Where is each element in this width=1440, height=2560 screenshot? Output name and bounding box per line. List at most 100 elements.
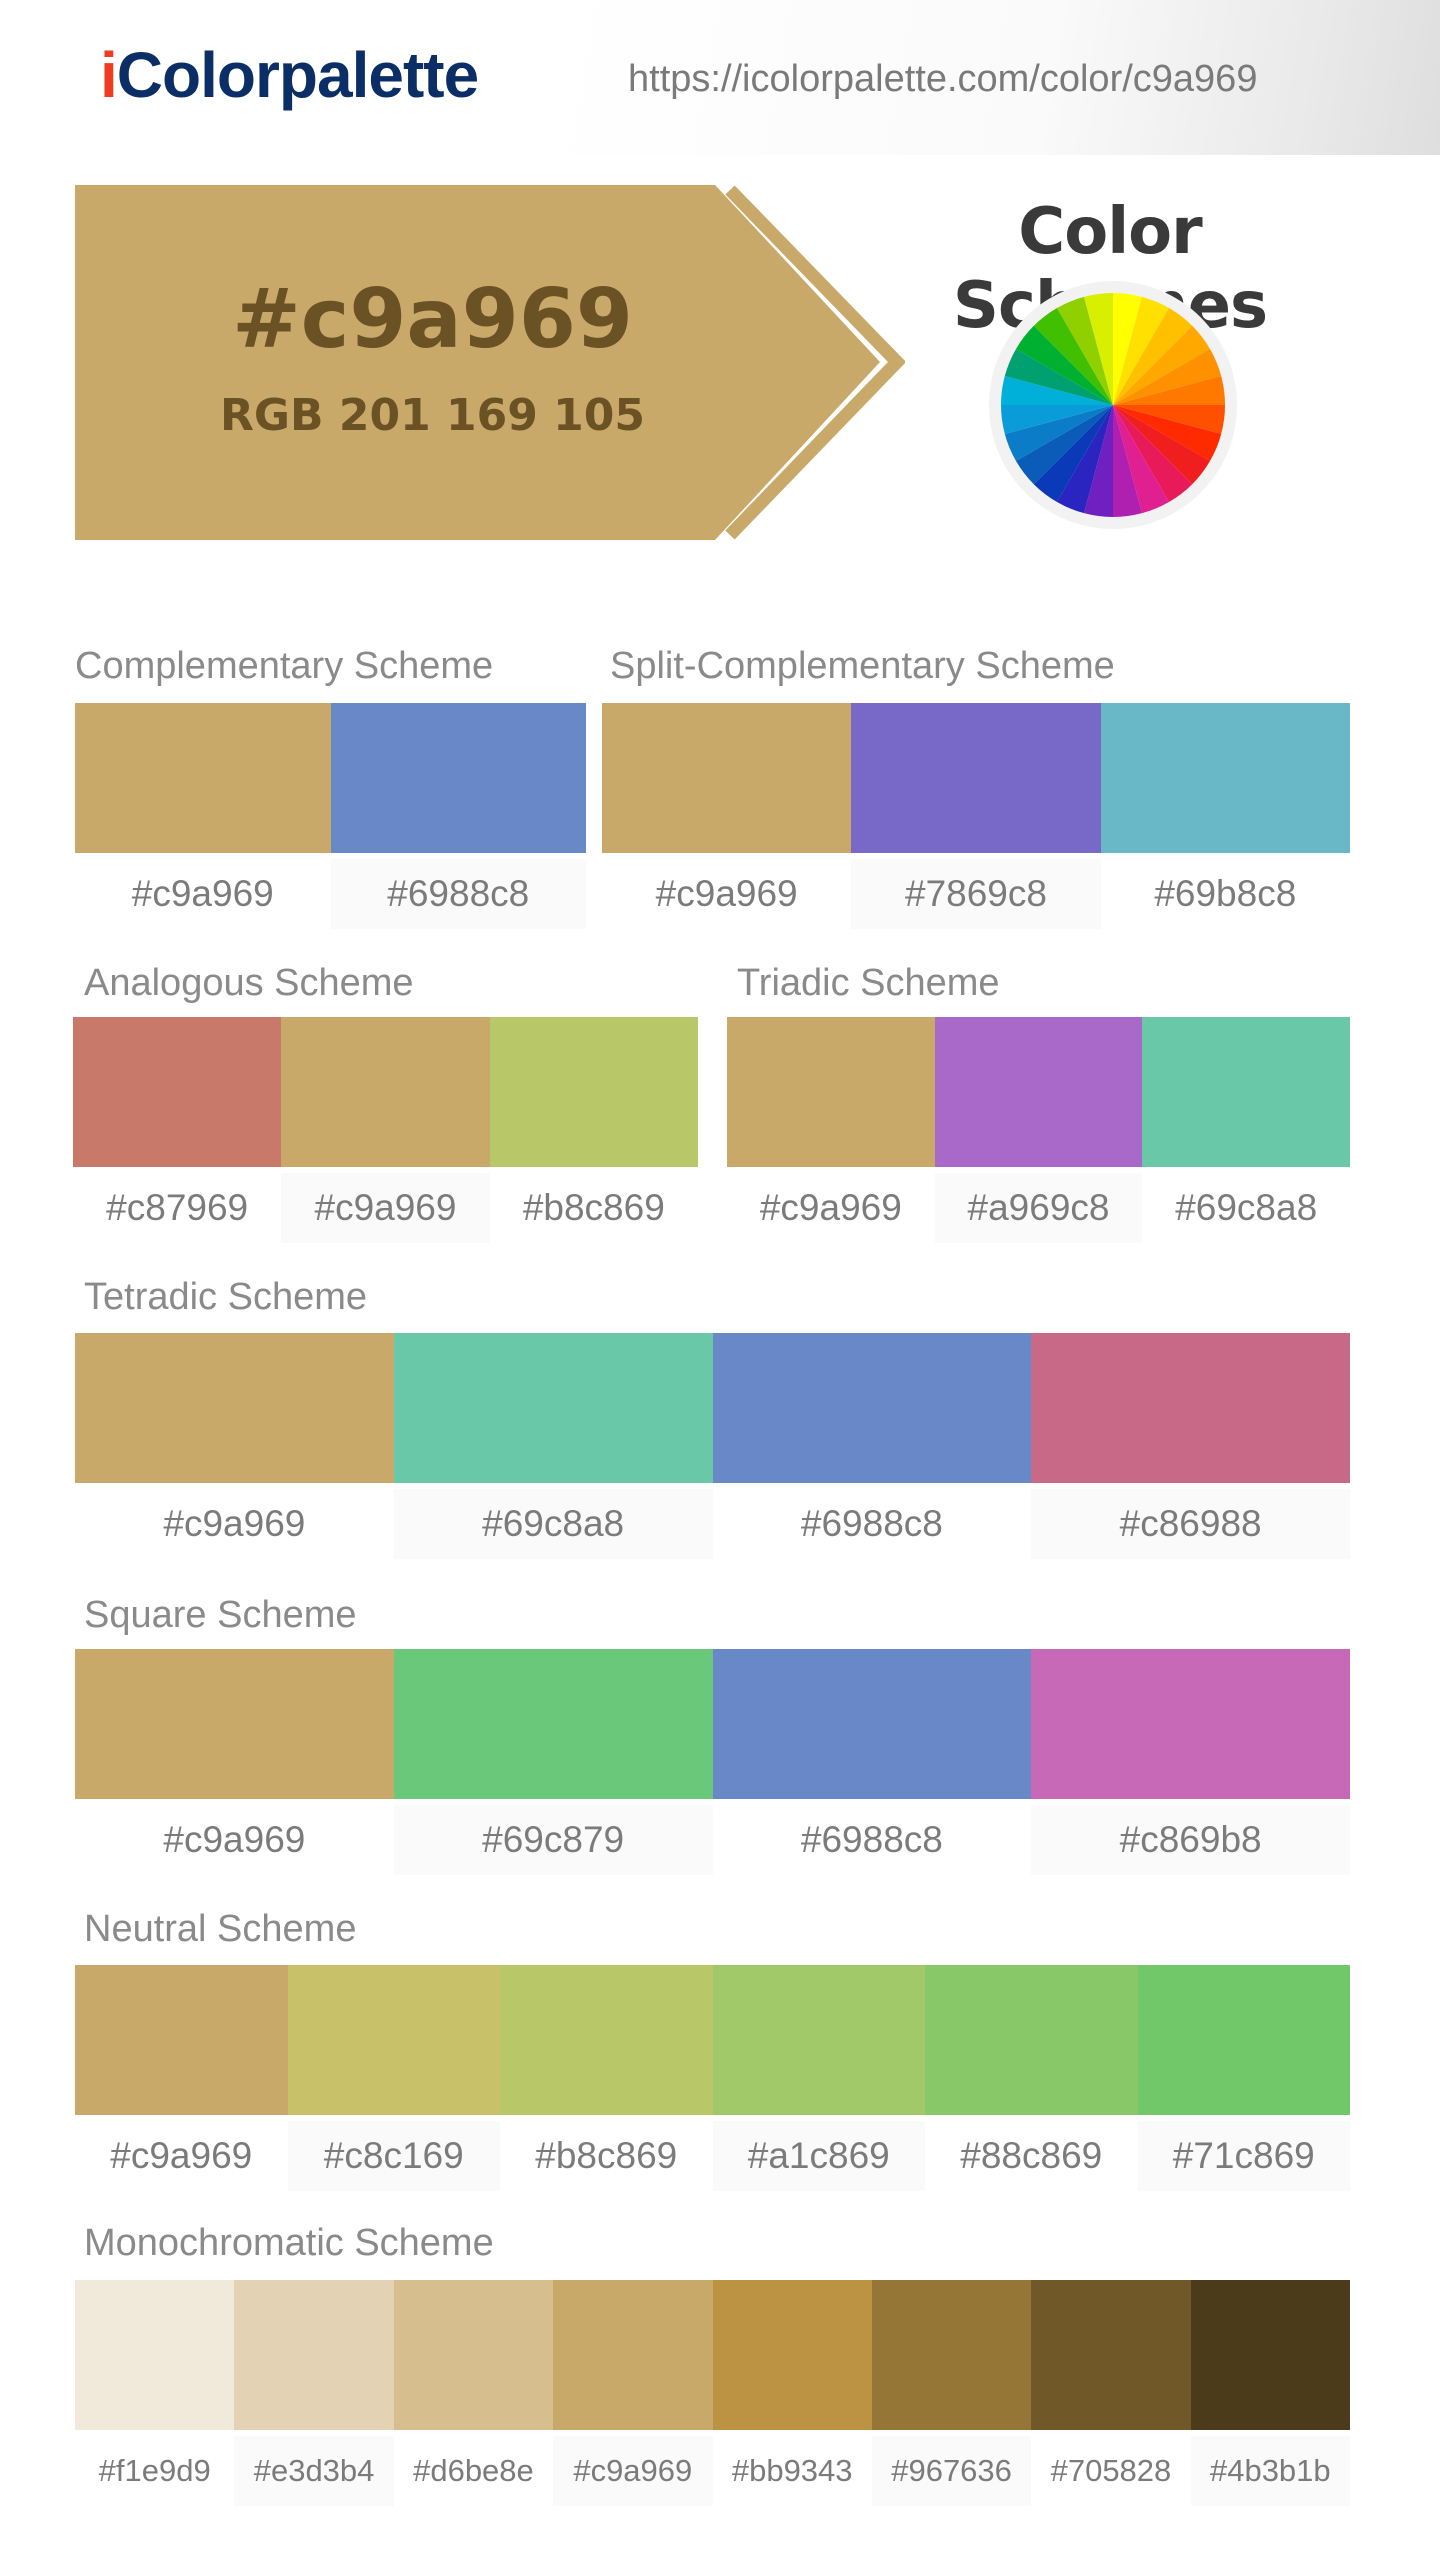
monochromatic-scheme-title: Monochromatic Scheme (84, 2222, 494, 2264)
color-swatch[interactable] (553, 2280, 713, 2430)
color-wheel-segment (1113, 405, 1210, 485)
split-complementary-scheme-labels: #c9a969 #7869c8 #69b8c8 (602, 859, 1350, 929)
color-hex-label[interactable]: #c8c169 (287, 2121, 500, 2191)
color-swatch[interactable] (75, 1649, 394, 1799)
color-wheel-segment (1113, 349, 1222, 405)
color-hex-label[interactable]: #71c869 (1137, 2121, 1350, 2191)
color-hex-label[interactable]: #c86988 (1031, 1489, 1350, 1559)
color-swatch[interactable] (602, 703, 852, 853)
page-url[interactable]: https://icolorpalette.com/color/c9a969 (628, 58, 1258, 100)
color-swatch[interactable] (75, 2280, 235, 2430)
color-hex-label[interactable]: #bb9343 (731, 2453, 853, 2488)
color-hex-label[interactable]: #b8c869 (522, 1187, 665, 1228)
color-hex-label[interactable]: #f1e9d9 (98, 2453, 211, 2488)
color-swatch[interactable] (925, 1965, 1138, 2115)
logo-letter-i: i (100, 39, 118, 111)
color-hex-label[interactable]: #c9a969 (131, 873, 274, 914)
color-swatch[interactable] (393, 1333, 713, 1483)
analogous-scheme-labels: #c87969 #c9a969 #b8c869 (73, 1173, 698, 1243)
color-swatch[interactable] (330, 703, 586, 853)
color-wheel-segment (1113, 405, 1222, 461)
split-complementary-scheme-swatches (602, 703, 1350, 853)
color-swatch[interactable] (393, 1649, 713, 1799)
color-swatch[interactable] (1031, 1649, 1350, 1799)
color-swatch[interactable] (1031, 2280, 1191, 2430)
color-hex-label[interactable]: #c87969 (106, 1187, 249, 1228)
color-swatch[interactable] (1031, 1333, 1350, 1483)
color-hex-label[interactable]: #a1c869 (712, 2121, 925, 2191)
color-hex-label[interactable]: #c9a969 (163, 1503, 306, 1544)
color-hex-label[interactable]: #c9a969 (110, 2135, 253, 2176)
chevron-outline (725, 185, 905, 540)
color-swatch[interactable] (489, 1017, 698, 1167)
main-color-hex: #c9a969 (232, 272, 633, 367)
color-wheel-segment (1033, 308, 1113, 405)
color-swatch[interactable] (712, 1965, 925, 2115)
color-hex-label[interactable]: #6988c8 (330, 859, 586, 929)
color-hex-label[interactable]: #b8c869 (535, 2135, 678, 2176)
color-swatch[interactable] (75, 703, 331, 853)
color-swatch[interactable] (1137, 1965, 1350, 2115)
color-hex-label[interactable]: #a969c8 (934, 1173, 1143, 1243)
color-swatch[interactable] (287, 1965, 500, 2115)
main-color-rgb: RGB 201 169 105 (219, 390, 646, 441)
color-hex-label[interactable]: #6988c8 (800, 1819, 943, 1860)
color-hex-label[interactable]: #c9a969 (163, 1819, 306, 1860)
split-complementary-scheme-title: Split-Complementary Scheme (610, 645, 1115, 687)
color-hex-label[interactable]: #69c8a8 (1175, 1187, 1318, 1228)
color-swatch[interactable] (712, 1333, 1032, 1483)
color-hex-label[interactable]: #c9a969 (759, 1187, 902, 1228)
color-swatch[interactable] (1100, 703, 1350, 853)
color-swatch[interactable] (851, 703, 1101, 853)
color-wheel-segment (1004, 405, 1113, 461)
main-color-block (75, 185, 880, 540)
color-hex-label[interactable]: #69b8c8 (1154, 873, 1297, 914)
color-swatch[interactable] (1142, 1017, 1351, 1167)
color-hex-label[interactable]: #69c879 (393, 1805, 713, 1875)
tetradic-scheme-swatches (75, 1333, 1350, 1483)
color-swatch[interactable] (934, 1017, 1143, 1167)
color-swatch[interactable] (871, 2280, 1032, 2430)
color-swatch[interactable] (281, 1017, 490, 1167)
color-wheel-segment (1113, 405, 1169, 514)
color-hex-label[interactable]: #c9a969 (553, 2436, 713, 2506)
color-hex-label[interactable]: #705828 (1050, 2453, 1172, 2488)
color-wheel-segment (1016, 325, 1113, 405)
color-hex-label[interactable]: #e3d3b4 (234, 2436, 394, 2506)
color-hex-label[interactable]: #4b3b1b (1190, 2436, 1350, 2506)
color-wheel-segment (1113, 405, 1193, 502)
color-hex-label[interactable]: #c9a969 (281, 1173, 490, 1243)
color-swatch[interactable] (234, 2280, 394, 2430)
color-wheel-segment (1113, 405, 1225, 434)
color-hex-label[interactable]: #967636 (871, 2436, 1032, 2506)
color-swatch[interactable] (1190, 2280, 1350, 2430)
color-swatch[interactable] (727, 1017, 935, 1167)
color-swatch[interactable] (712, 1649, 1032, 1799)
square-scheme-labels: #c9a969 #69c879 #6988c8 #c869b8 (75, 1805, 1350, 1875)
color-swatch[interactable] (393, 2280, 554, 2430)
color-wheel-segment (1113, 293, 1142, 405)
color-swatch[interactable] (75, 1965, 288, 2115)
color-wheel-segment (1001, 376, 1113, 405)
color-swatch[interactable] (73, 1017, 282, 1167)
color-hex-label[interactable]: #69c8a8 (393, 1489, 713, 1559)
color-swatch[interactable] (712, 2280, 872, 2430)
color-wheel-segment (1084, 405, 1113, 517)
color-swatch[interactable] (500, 1965, 713, 2115)
analogous-scheme-title: Analogous Scheme (84, 962, 414, 1004)
color-wheel-segment (1004, 349, 1113, 405)
color-swatch[interactable] (75, 1333, 394, 1483)
color-hex-label[interactable]: #6988c8 (800, 1503, 943, 1544)
color-wheel-segment (1113, 325, 1210, 405)
color-hex-label[interactable]: #88c869 (960, 2135, 1103, 2176)
tetradic-scheme-labels: #c9a969 #69c8a8 #6988c8 #c86988 (75, 1489, 1350, 1559)
neutral-scheme-labels: #c9a969 #c8c169 #b8c869 #a1c869 #88c869 #71c8… (75, 2121, 1350, 2191)
color-hex-label[interactable]: #d6be8e (413, 2453, 534, 2488)
triadic-scheme-title: Triadic Scheme (737, 962, 1000, 1004)
color-hex-label[interactable]: #c869b8 (1031, 1805, 1350, 1875)
site-logo[interactable]: iColorpalette (100, 38, 479, 112)
color-hex-label[interactable]: #7869c8 (851, 859, 1101, 929)
color-hex-label[interactable]: #c9a969 (655, 873, 798, 914)
color-wheel-segment (1057, 405, 1113, 514)
color-wheel-segment (1001, 405, 1113, 434)
